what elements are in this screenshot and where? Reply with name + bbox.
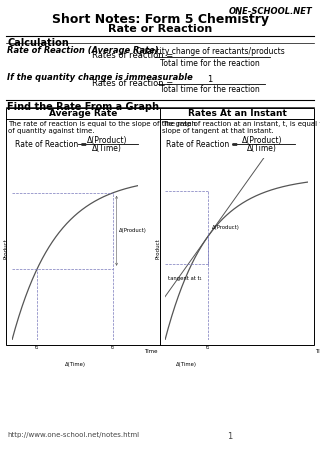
Text: t₁: t₁ [206, 346, 210, 351]
Text: ONE-SCHOOL.NET: ONE-SCHOOL.NET [228, 7, 312, 16]
Text: The rate of reaction at an instant, t, is equal to the: The rate of reaction at an instant, t, i… [162, 121, 320, 127]
Text: Δ(Time): Δ(Time) [176, 362, 197, 367]
Text: t₁: t₁ [35, 346, 39, 351]
Text: Rates of reaction =: Rates of reaction = [92, 79, 176, 88]
Text: of quantity against time.: of quantity against time. [8, 128, 94, 134]
Text: http://www.one-school.net/notes.html: http://www.one-school.net/notes.html [7, 432, 139, 438]
Text: Short Notes: Form 5 Chemistry: Short Notes: Form 5 Chemistry [52, 13, 268, 26]
Text: Rate of Reaction =: Rate of Reaction = [166, 140, 240, 149]
Text: Rate of Reaction =: Rate of Reaction = [15, 140, 89, 149]
Text: Time: Time [315, 349, 320, 354]
Text: Average Rate: Average Rate [49, 109, 117, 118]
Text: Rate of Reaction (Average Rate): Rate of Reaction (Average Rate) [7, 46, 159, 55]
Text: Rate or Reaction: Rate or Reaction [108, 24, 212, 34]
Text: Total time for the reaction: Total time for the reaction [160, 58, 260, 67]
Text: tangent at t₁: tangent at t₁ [168, 276, 202, 281]
Text: Product: Product [156, 239, 161, 260]
Text: 1: 1 [228, 432, 233, 441]
Text: Rates At an Instant: Rates At an Instant [188, 109, 286, 118]
Text: Δ(Time): Δ(Time) [247, 145, 277, 154]
Text: t₂: t₂ [111, 346, 115, 351]
Text: slope of tangent at that instant.: slope of tangent at that instant. [162, 128, 274, 134]
Text: Δ(Product): Δ(Product) [87, 136, 127, 145]
Text: Product: Product [3, 239, 8, 260]
Text: Δ(Product): Δ(Product) [242, 136, 282, 145]
Text: Δ(Product): Δ(Product) [212, 225, 240, 230]
Text: Δ(Time): Δ(Time) [92, 145, 122, 154]
Text: If the quantity change is immeasurable: If the quantity change is immeasurable [7, 73, 193, 82]
Text: Rates of reaction =: Rates of reaction = [92, 52, 176, 61]
Text: 1: 1 [207, 76, 212, 85]
Text: Calculation: Calculation [7, 38, 69, 48]
Text: Δ(Time): Δ(Time) [65, 362, 85, 367]
Text: Time: Time [144, 349, 158, 354]
Text: The rate of reaction is equal to the slope of the graph: The rate of reaction is equal to the slo… [8, 121, 196, 127]
Text: Quantity change of reactants/products: Quantity change of reactants/products [136, 48, 284, 57]
Text: Δ(Product): Δ(Product) [119, 228, 147, 233]
Text: Total time for the reaction: Total time for the reaction [160, 86, 260, 95]
Text: Find the Rate From a Graph: Find the Rate From a Graph [7, 102, 159, 112]
